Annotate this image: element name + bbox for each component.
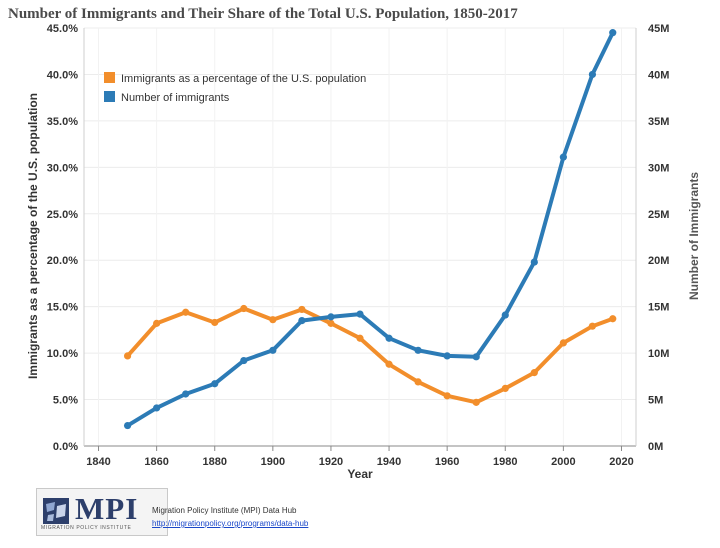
data-point-0 — [559, 339, 567, 347]
x-tick: 1860 — [144, 456, 168, 468]
y-tick-right: 40M — [648, 69, 669, 81]
x-tick: 2000 — [551, 456, 575, 468]
y-tick-right: 45M — [648, 23, 669, 35]
gridlines-vertical — [98, 28, 622, 446]
data-point-1 — [123, 421, 132, 430]
source-name: Migration Policy Institute (MPI) Data Hu… — [152, 506, 297, 515]
x-tick: 1880 — [202, 456, 226, 468]
line-chart: 0.0% 5.0% 10.0% 15.0% 20.0% 25.0% 30.0% 35.0% 40… — [26, 23, 701, 480]
y-tick-left: 30.0% — [47, 162, 78, 174]
globe-mark-icon — [43, 498, 69, 524]
data-point-0 — [240, 304, 248, 313]
data-point-0 — [298, 305, 306, 314]
y-tick-left: 5.0% — [53, 395, 78, 407]
mpi-logo: MPI MIGRATION POLICY INSTITUTE — [36, 488, 168, 536]
data-point-1 — [211, 380, 219, 388]
data-point-0 — [269, 316, 277, 324]
data-point-1 — [385, 334, 393, 342]
y-tick-right: 10M — [648, 348, 669, 360]
legend-label-number: Number of immigrants — [121, 92, 230, 104]
data-point-1 — [298, 317, 306, 325]
series-line-1 — [125, 30, 615, 428]
y-tick-left: 35.0% — [47, 116, 78, 128]
data-point-1 — [530, 258, 538, 266]
left-axis-title: Immigrants as a percentage of the U.S. p… — [26, 93, 40, 379]
legend-swatch-percentage — [104, 72, 115, 83]
right-axis-title: Number of Immigrants — [687, 172, 701, 300]
logo-subtext: MIGRATION POLICY INSTITUTE — [41, 525, 132, 531]
data-point-0 — [530, 369, 538, 377]
x-tick: 2020 — [609, 456, 633, 468]
legend: Immigrants as a percentage of the U.S. p… — [104, 72, 366, 104]
data-point-0 — [327, 319, 335, 327]
series-line-0 — [125, 306, 615, 405]
data-point-0 — [356, 334, 364, 342]
data-point-1 — [269, 346, 277, 354]
y-tick-right: 5M — [648, 395, 663, 407]
y-tick-left: 40.0% — [47, 69, 78, 81]
data-point-1 — [153, 404, 161, 412]
data-point-0 — [123, 352, 132, 360]
x-axis-ticks: 1840 1860 1880 1900 1920 1940 1960 1980 2000 2020 — [86, 446, 634, 468]
data-point-1 — [609, 29, 617, 37]
y-tick-right: 15M — [648, 302, 669, 314]
data-point-0 — [588, 322, 597, 330]
y-tick-right: 25M — [648, 209, 669, 221]
legend-label-percentage: Immigrants as a percentage of the U.S. p… — [121, 73, 366, 85]
left-axis-ticks: 0.0% 5.0% 10.0% 15.0% 20.0% 25.0% 30.0% 35.0% 40… — [47, 23, 78, 453]
y-tick-right: 20M — [648, 255, 669, 267]
data-point-1 — [588, 70, 597, 79]
series-layer — [123, 29, 617, 430]
data-point-0 — [443, 392, 451, 400]
y-tick-left: 10.0% — [47, 348, 78, 360]
data-point-0 — [609, 315, 617, 323]
data-point-1 — [443, 352, 451, 360]
y-tick-right: 30M — [648, 162, 669, 174]
right-axis-ticks: 0M 5M 10M 15M 20M 25M 30M 35M 40M 45M — [648, 23, 669, 453]
y-tick-left: 45.0% — [47, 23, 78, 35]
plot-area — [84, 28, 636, 446]
data-point-0 — [153, 319, 161, 327]
x-tick: 1960 — [435, 456, 459, 468]
logo-text: MPI — [75, 491, 139, 526]
chart-title: Number of Immigrants and Their Share of … — [8, 6, 518, 22]
data-point-1 — [182, 390, 190, 398]
y-tick-right: 0M — [648, 441, 663, 453]
source-link[interactable]: http://migrationpolicy.org/programs/data… — [152, 519, 309, 528]
data-point-1 — [356, 310, 364, 318]
data-point-0 — [211, 318, 219, 327]
x-axis-title: Year — [347, 467, 373, 480]
data-point-1 — [327, 313, 335, 321]
data-point-1 — [559, 153, 567, 161]
x-tick: 1840 — [86, 456, 110, 468]
y-tick-right: 35M — [648, 116, 669, 128]
legend-swatch-number — [104, 91, 115, 102]
data-point-0 — [182, 308, 190, 316]
data-point-0 — [385, 360, 393, 368]
x-tick: 1940 — [377, 456, 401, 468]
y-tick-left: 20.0% — [47, 255, 78, 267]
data-point-1 — [240, 356, 248, 365]
x-tick: 1900 — [261, 456, 285, 468]
y-tick-left: 0.0% — [53, 441, 78, 453]
x-tick: 1920 — [319, 456, 343, 468]
data-point-0 — [414, 378, 422, 386]
footer: MPI MIGRATION POLICY INSTITUTE Migration… — [30, 488, 690, 540]
data-point-0 — [472, 398, 480, 406]
y-tick-left: 15.0% — [47, 302, 78, 314]
data-point-1 — [414, 346, 422, 354]
data-point-1 — [501, 311, 509, 319]
data-point-1 — [472, 353, 480, 361]
x-tick: 1980 — [493, 456, 517, 468]
y-tick-left: 25.0% — [47, 209, 78, 221]
data-point-0 — [501, 384, 509, 393]
